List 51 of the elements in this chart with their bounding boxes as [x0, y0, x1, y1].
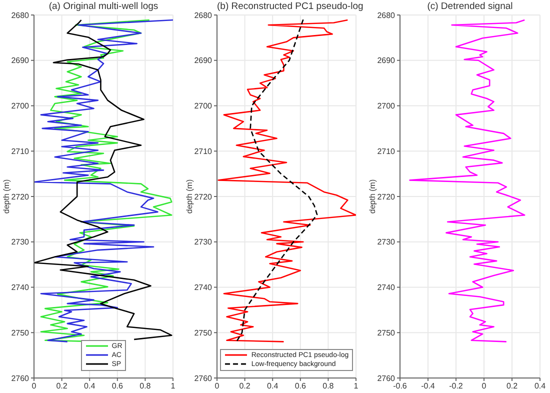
- x-tick-label: 0.2: [239, 382, 251, 391]
- x-tick-label: 1: [170, 382, 176, 391]
- x-tick-label: 0.8: [322, 382, 334, 391]
- y-tick-label: 2720: [194, 192, 213, 202]
- x-tick-label: -0.2: [449, 382, 464, 391]
- y-tick-label: 2750: [377, 328, 396, 338]
- y-axis-title: depth (m): [184, 179, 194, 214]
- y-tick-label: 2730: [377, 238, 396, 247]
- y-tick-label: 2750: [194, 328, 213, 338]
- x-tick-label: 0.6: [294, 382, 307, 391]
- y-tick-label: 2720: [11, 192, 30, 202]
- x-tick-label: 0.8: [140, 382, 152, 391]
- y-tick-label: 2710: [377, 146, 396, 156]
- y-tick-label: 2710: [194, 146, 213, 156]
- chart-title: (c) Detrended signal: [426, 1, 514, 12]
- y-tick-label: 2710: [11, 146, 30, 156]
- x-tick-label: -0.4: [421, 382, 436, 391]
- x-tick-label: 0: [482, 382, 487, 391]
- y-tick-label: 2700: [377, 102, 396, 111]
- y-axis-title: depth (m): [368, 179, 377, 214]
- chart-title: (a) Original multi-well logs: [48, 1, 160, 12]
- y-tick-label: 2740: [11, 283, 30, 292]
- y-tick-label: 2690: [194, 56, 213, 66]
- y-tick-label: 2740: [194, 283, 213, 292]
- x-tick-label: 0.4: [84, 382, 96, 391]
- y-tick-label: 2700: [194, 102, 213, 111]
- y-tick-label: 2760: [377, 374, 396, 383]
- x-tick-label: -0.6: [393, 382, 408, 391]
- y-tick-label: 2760: [194, 374, 213, 383]
- y-tick-label: 2720: [377, 192, 396, 202]
- x-tick-label: 0.4: [534, 382, 546, 391]
- x-tick-label: 0.2: [506, 382, 518, 391]
- y-tick-label: 2730: [11, 238, 30, 247]
- y-tick-label: 2680: [377, 10, 396, 20]
- y-tick-label: 2680: [11, 10, 30, 20]
- x-tick-label: 0.4: [267, 382, 279, 391]
- y-tick-label: 2700: [11, 102, 30, 111]
- y-tick-label: 2690: [11, 56, 30, 66]
- x-tick-label: 1: [354, 382, 359, 391]
- y-tick-label: 2760: [11, 374, 30, 383]
- x-tick-label: 0.6: [112, 382, 124, 391]
- y-tick-label: 2750: [11, 328, 30, 338]
- x-tick-label: 0.2: [56, 382, 68, 391]
- y-tick-label: 2730: [194, 238, 213, 247]
- y-tick-label: 2690: [377, 56, 396, 66]
- x-tick-label: 0: [214, 382, 220, 391]
- y-tick-label: 2740: [377, 283, 396, 292]
- y-tick-label: 2680: [194, 10, 213, 20]
- y-axis-title: depth (m): [2, 179, 11, 214]
- chart-title: (b) Reconstructed PC1 pseudo-log: [217, 1, 364, 12]
- x-tick-label: 0: [32, 382, 37, 391]
